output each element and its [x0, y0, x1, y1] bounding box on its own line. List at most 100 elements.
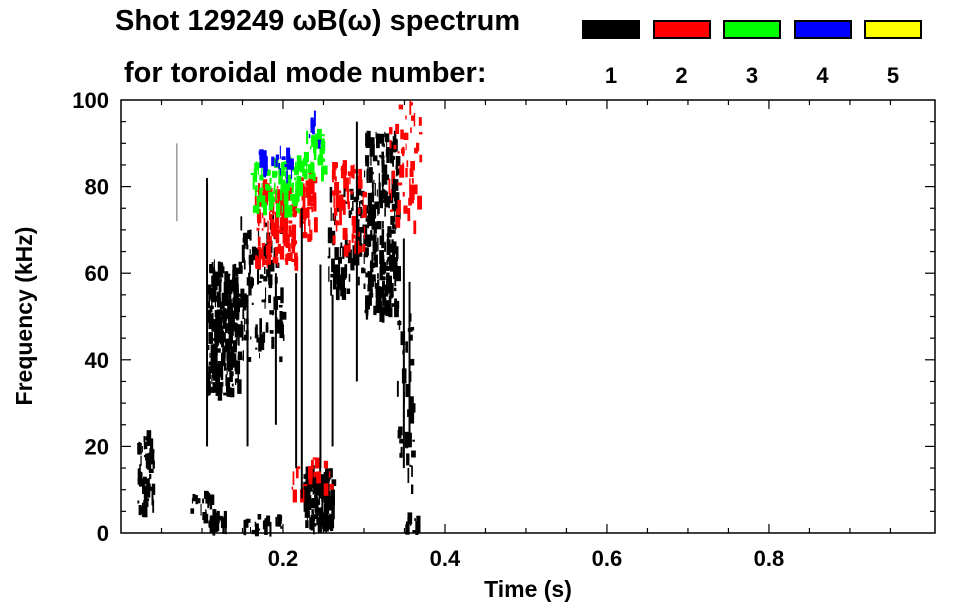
spectrum-blob-mode-1	[250, 336, 252, 340]
spectrum-blob-mode-3	[311, 163, 315, 173]
spectrum-blob-mode-2	[282, 202, 286, 219]
spectrum-blob-mode-2	[291, 258, 297, 262]
spectrum-blob-mode-1	[351, 207, 353, 215]
spectrum-blob-mode-1	[303, 474, 308, 479]
spectrum-blob-mode-1	[151, 491, 154, 506]
spectrum-blob-mode-2	[267, 220, 269, 234]
spectrum-blob-mode-1	[140, 455, 142, 466]
spectrum-blob-mode-3	[306, 130, 309, 145]
spectrum-blob-mode-2	[414, 184, 418, 195]
spectrum-blob-mode-3	[294, 199, 298, 207]
spectrum-blob-mode-1	[223, 308, 227, 312]
spectrum-blob-mode-1	[367, 215, 370, 229]
spectrum-blob-mode-1	[410, 513, 412, 526]
spectrum-blob-mode-3	[307, 164, 311, 173]
spectrum-streak-mode-1	[206, 177, 209, 447]
spectrum-blob-mode-1	[209, 494, 215, 505]
spectrum-blob-mode-1	[259, 318, 262, 333]
spectrum-blob-mode-1	[277, 514, 282, 527]
spectrum-blob-mode-1	[220, 304, 223, 316]
spectrum-blob-mode-1	[379, 266, 383, 281]
spectrum-blob-mode-1	[399, 438, 404, 444]
spectrum-blob-mode-1	[412, 403, 416, 413]
spectrum-blob-mode-3	[259, 174, 264, 181]
spectrum-blob-mode-2	[345, 177, 349, 192]
spectrum-blob-mode-1	[220, 263, 224, 278]
spectrum-blob-mode-1	[238, 324, 243, 336]
spectrum-blob-mode-2	[350, 190, 353, 195]
spectrum-blob-mode-1	[318, 480, 322, 496]
spectrum-blob-mode-1	[389, 257, 392, 270]
spectrum-blob-mode-1	[373, 305, 377, 316]
spectrum-blob-mode-1	[243, 260, 246, 270]
spectrum-blob-mode-4	[259, 152, 265, 168]
spectrum-blob-mode-2	[299, 208, 302, 216]
spectrum-blob-mode-1	[350, 258, 355, 271]
spectrum-blob-mode-1	[330, 513, 334, 518]
spectrum-blob-mode-1	[236, 337, 238, 346]
spectrum-blob-mode-1	[237, 351, 243, 356]
chart-subtitle: for toroidal mode number:	[124, 57, 487, 89]
spectrum-blob-mode-2	[257, 183, 261, 195]
spectrum-blob-mode-1	[217, 361, 222, 373]
spectrum-blob-mode-1	[313, 476, 316, 488]
spectrum-blob-mode-1	[219, 265, 221, 278]
spectrum-blob-mode-1	[412, 439, 415, 442]
spectrum-blob-mode-1	[208, 332, 213, 344]
spectrum-blob-mode-2	[279, 203, 281, 216]
spectrum-blob-mode-2	[419, 154, 423, 163]
spectrum-blob-mode-2	[388, 178, 391, 195]
spectrum-blob-mode-2	[409, 168, 414, 177]
spectrum-blob-mode-1	[255, 347, 258, 350]
spectrum-blob-mode-2	[288, 220, 293, 224]
spectrum-blob-mode-1	[373, 179, 375, 184]
spectrum-blob-mode-3	[295, 162, 297, 175]
spectrum-blob-mode-1	[310, 514, 314, 531]
spectrum-blob-mode-1	[269, 259, 275, 272]
spectrum-blob-mode-3	[282, 181, 287, 193]
spectrum-blob-mode-1	[367, 277, 373, 292]
spectrum-blob-mode-1	[395, 156, 401, 166]
spectrum-blob-mode-1	[242, 309, 245, 320]
spectrum-blob-mode-1	[322, 525, 324, 528]
spectrum-blob-mode-2	[396, 208, 400, 216]
spectrum-blob-mode-1	[366, 205, 369, 214]
spectrum-blob-mode-2	[409, 178, 411, 189]
spectrum-blob-mode-1	[232, 277, 234, 292]
spectrum-blob-mode-2	[351, 169, 355, 179]
spectrum-blob-mode-1	[391, 204, 397, 212]
spectrum-blob-mode-1	[307, 486, 313, 492]
spectrum-blob-mode-1	[381, 190, 387, 200]
spectrum-blob-mode-1	[370, 196, 374, 202]
spectrum-blob-mode-3	[303, 151, 309, 162]
spectrum-blob-mode-1	[380, 306, 386, 315]
spectrum-blob-mode-1	[320, 486, 326, 499]
spectrum-blob-mode-3	[276, 188, 278, 201]
spectrum-blob-mode-1	[224, 271, 229, 286]
spectrum-blob-mode-1	[377, 273, 379, 279]
spectrum-blob-mode-3	[257, 167, 259, 175]
spectrum-blob-mode-1	[219, 515, 223, 521]
spectrum-blob-mode-1	[222, 356, 226, 366]
spectrum-blob-mode-1	[367, 271, 373, 278]
spectrum-blob-mode-1	[379, 235, 383, 245]
spectrum-blob-mode-2	[263, 259, 269, 266]
spectrum-blob-mode-1	[235, 382, 237, 385]
spectrum-blob-mode-1	[263, 276, 268, 282]
spectrum-blob-mode-1	[375, 301, 381, 314]
spectrum-blob-mode-3	[253, 167, 258, 183]
spectrum-blob-mode-3	[302, 158, 308, 166]
spectrum-blob-mode-2	[266, 239, 270, 243]
spectrum-blob-mode-2	[289, 226, 291, 233]
spectrum-blob-mode-2	[402, 162, 404, 169]
spectrum-blob-mode-1	[394, 257, 398, 266]
spectrum-blob-mode-1	[207, 301, 210, 309]
spectrum-blob-mode-3	[279, 201, 281, 211]
spectrum-blob-mode-2	[311, 183, 315, 195]
spectrum-blob-mode-1	[214, 271, 220, 283]
spectrum-blob-mode-1	[241, 324, 244, 341]
spectrum-streak-mode-1	[408, 281, 411, 447]
spectrum-blob-mode-1	[369, 235, 375, 241]
spectrum-blob-mode-1	[215, 359, 218, 374]
spectrum-blob-mode-1	[263, 244, 268, 258]
